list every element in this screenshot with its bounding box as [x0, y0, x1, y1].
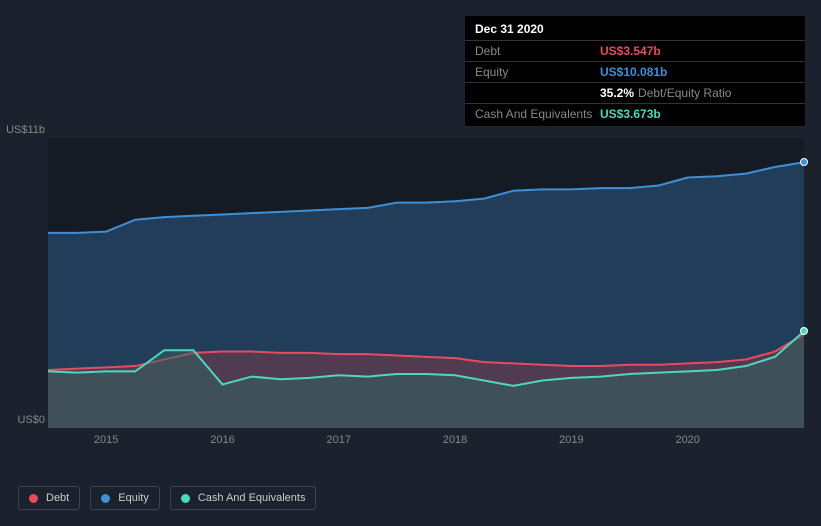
tooltip-date: Dec 31 2020	[465, 18, 805, 41]
legend-swatch-icon	[29, 494, 38, 503]
tooltip-row: EquityUS$10.081b	[465, 62, 805, 83]
end-marker	[800, 158, 808, 166]
chart: US$11bUS$0201520162017201820192020	[18, 120, 804, 460]
legend: Debt Equity Cash And Equivalents	[18, 486, 316, 510]
y-axis-label: US$0	[0, 414, 45, 426]
chart-svg	[48, 138, 804, 428]
tooltip-row: 35.2% Debt/Equity Ratio	[465, 83, 805, 104]
x-axis-label: 2015	[94, 434, 118, 446]
tooltip-value: US$3.547b	[600, 44, 661, 58]
end-marker	[800, 327, 808, 335]
legend-item-equity[interactable]: Equity	[90, 486, 160, 510]
tooltip-row: DebtUS$3.547b	[465, 41, 805, 62]
x-axis-label: 2016	[210, 434, 234, 446]
legend-item-cash-and-equivalents[interactable]: Cash And Equivalents	[170, 486, 317, 510]
y-axis-label: US$11b	[0, 124, 45, 136]
x-axis-label: 2019	[559, 434, 583, 446]
tooltip-label: Debt	[475, 44, 600, 58]
x-axis-label: 2018	[443, 434, 467, 446]
tooltip-label	[475, 86, 600, 100]
tooltip-value: US$3.673b	[600, 107, 661, 121]
tooltip-label: Cash And Equivalents	[475, 107, 600, 121]
legend-swatch-icon	[181, 494, 190, 503]
tooltip-label: Equity	[475, 65, 600, 79]
tooltip-value: US$10.081b	[600, 65, 667, 79]
legend-label: Debt	[46, 492, 69, 504]
x-axis-label: 2017	[327, 434, 351, 446]
tooltip-value: 35.2%	[600, 86, 634, 100]
tooltip-suffix: Debt/Equity Ratio	[638, 86, 731, 100]
plot-area[interactable]	[48, 138, 804, 428]
legend-swatch-icon	[101, 494, 110, 503]
legend-item-debt[interactable]: Debt	[18, 486, 80, 510]
legend-label: Cash And Equivalents	[198, 492, 306, 504]
tooltip-panel: Dec 31 2020 DebtUS$3.547bEquityUS$10.081…	[465, 16, 805, 126]
x-axis-label: 2020	[675, 434, 699, 446]
legend-label: Equity	[118, 492, 149, 504]
